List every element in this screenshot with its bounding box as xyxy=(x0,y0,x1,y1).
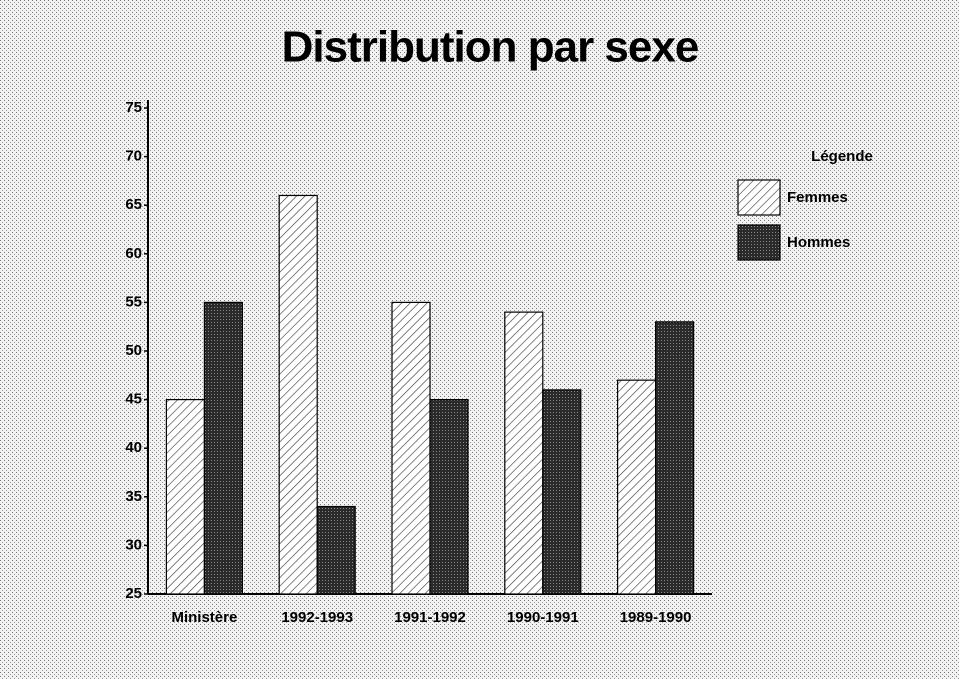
legend-label: Hommes xyxy=(787,234,850,251)
y-tick-label: 55 xyxy=(125,293,142,310)
y-tick-label: 50 xyxy=(125,342,142,359)
legend-label: Femmes xyxy=(787,189,848,206)
bar xyxy=(654,321,695,595)
legend-swatch xyxy=(737,224,781,261)
x-tick-label: 1991-1992 xyxy=(394,609,466,626)
y-tick-label: 70 xyxy=(125,148,142,165)
bar xyxy=(391,301,431,595)
chart-title: Distribution par sexe xyxy=(282,23,699,72)
y-tick-label: 40 xyxy=(125,439,142,456)
bar xyxy=(203,301,243,595)
y-tick-label: 25 xyxy=(125,585,142,602)
y-tick-label: 35 xyxy=(125,488,142,505)
x-tick-label: 1992-1993 xyxy=(281,609,353,626)
x-tick-label: 1989-1990 xyxy=(620,609,692,626)
bar xyxy=(429,399,469,595)
legend-swatch xyxy=(737,179,781,216)
bar xyxy=(542,389,582,595)
bar xyxy=(616,379,657,595)
x-tick-label: Ministère xyxy=(171,609,237,626)
x-tick-label: 1990-1991 xyxy=(507,609,579,626)
y-tick-label: 30 xyxy=(125,536,142,553)
bar xyxy=(316,505,356,595)
bar xyxy=(278,194,318,595)
y-tick-label: 65 xyxy=(125,196,142,213)
bar xyxy=(504,311,544,595)
bar xyxy=(165,399,205,595)
y-tick-label: 45 xyxy=(125,391,142,408)
legend-title: Légende xyxy=(811,148,873,165)
y-tick-label: 75 xyxy=(125,99,142,116)
y-tick-label: 60 xyxy=(125,245,142,262)
